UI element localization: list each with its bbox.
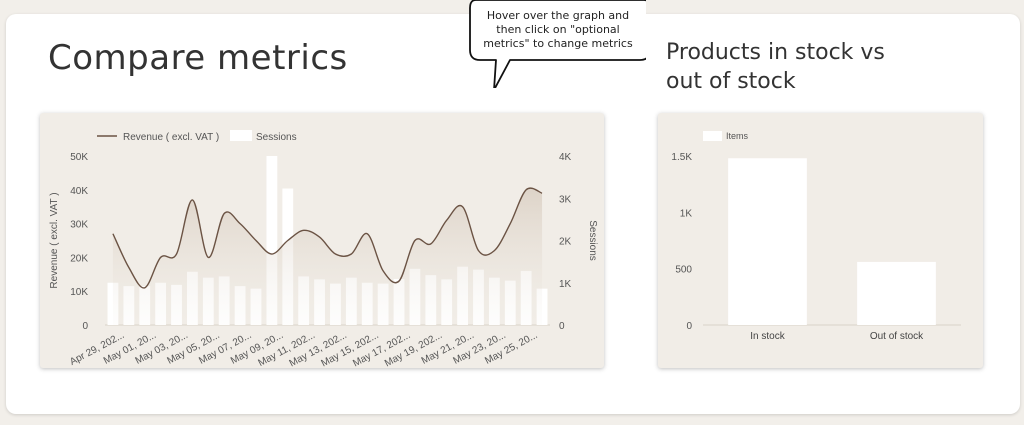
y-left-tick-label: 30K (70, 220, 88, 231)
tooltip-hint: Hover over the graph and then click on "… (483, 9, 633, 50)
category-label: In stock (750, 331, 785, 342)
y-right-tick-label: 0 (559, 321, 565, 332)
y-tick-label: 1K (680, 208, 693, 219)
y-right-tick-label: 3K (559, 194, 572, 205)
legend-revenue-label: Revenue ( excl. VAT ) (123, 132, 219, 143)
sessions-bar (266, 156, 278, 325)
items-bar (857, 261, 936, 325)
stock-chart-title: Products in stock vs out of stock (666, 40, 885, 94)
y-left-tick-label: 0 (82, 321, 88, 332)
compare-metrics-title: Compare metrics (48, 38, 348, 78)
legend-sessions-swatch (230, 130, 252, 141)
y-left-tick-label: 10K (70, 287, 88, 298)
revenue-line (112, 187, 543, 289)
speech-bubble-icon (469, 0, 646, 88)
legend-items-swatch (703, 131, 722, 141)
sessions-bar (536, 288, 548, 325)
compare-metrics-chart-panel[interactable]: Revenue ( excl. VAT ) Sessions 0 10K 20K 30K 4… (40, 113, 604, 369)
y-right-tick-label: 4K (559, 152, 572, 163)
y-left-tick-label: 20K (70, 253, 88, 264)
y-tick-label: 1.5K (671, 152, 692, 163)
y-left-axis-title: Revenue ( excl. VAT ) (49, 192, 60, 288)
category-label: Out of stock (870, 331, 924, 342)
y-tick-label: 0 (686, 321, 692, 332)
y-left-tick-label: 50K (70, 152, 88, 163)
compare-metrics-chart[interactable]: Revenue ( excl. VAT ) Sessions 0 10K 20K 30K 4… (40, 113, 604, 369)
revenue-area (112, 188, 543, 325)
stock-chart[interactable]: Items 0 500 1K 1.5K In stock Out of stock (658, 113, 983, 368)
y-left-tick-label: 40K (70, 186, 88, 197)
stock-chart-panel[interactable]: Items 0 500 1K 1.5K In stock Out of stock (658, 113, 983, 368)
legend-items-label: Items (726, 131, 749, 141)
y-right-tick-label: 1K (559, 279, 572, 290)
items-bar (728, 158, 807, 325)
legend-sessions-label: Sessions (256, 132, 297, 143)
y-right-axis-title: Sessions (587, 220, 598, 261)
y-right-tick-label: 2K (559, 237, 572, 248)
y-tick-label: 500 (675, 265, 692, 276)
